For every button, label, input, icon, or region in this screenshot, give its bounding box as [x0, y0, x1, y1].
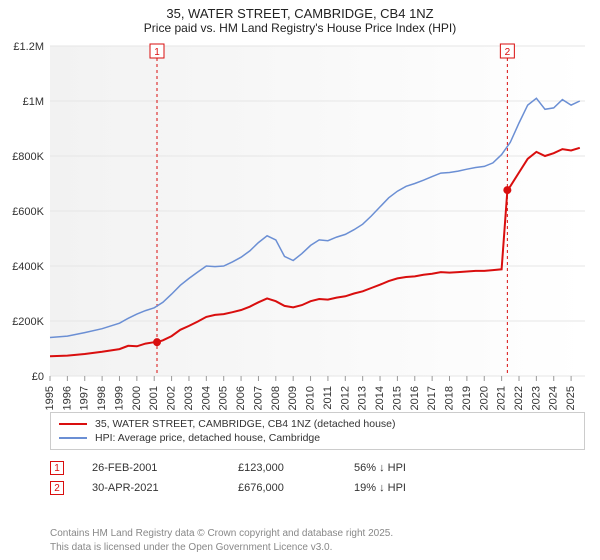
svg-text:£400K: £400K: [12, 261, 44, 273]
event-date: 26-FEB-2001: [92, 462, 232, 474]
svg-text:2002: 2002: [166, 386, 178, 410]
svg-text:2009: 2009: [287, 386, 299, 410]
event-row: 1 26-FEB-2001 £123,000 56% ↓ HPI: [50, 458, 585, 478]
event-price: £123,000: [238, 462, 348, 474]
legend-row: HPI: Average price, detached house, Camb…: [59, 431, 576, 445]
svg-text:2000: 2000: [131, 386, 143, 410]
svg-text:2024: 2024: [548, 386, 560, 410]
svg-text:1999: 1999: [113, 386, 125, 410]
event-list: 1 26-FEB-2001 £123,000 56% ↓ HPI 2 30-AP…: [50, 458, 585, 498]
chart-svg: £0£200K£400K£600K£800K£1M£1.2M1995199619…: [50, 46, 585, 376]
svg-text:2011: 2011: [322, 386, 334, 410]
svg-text:1996: 1996: [61, 386, 73, 410]
legend: 35, WATER STREET, CAMBRIDGE, CB4 1NZ (de…: [50, 412, 585, 450]
svg-text:£800K: £800K: [12, 151, 44, 163]
svg-text:2019: 2019: [461, 386, 473, 410]
event-row: 2 30-APR-2021 £676,000 19% ↓ HPI: [50, 478, 585, 498]
event-marker-box: 2: [50, 481, 64, 495]
svg-text:2023: 2023: [530, 386, 542, 410]
svg-text:£1M: £1M: [23, 96, 44, 108]
svg-text:2020: 2020: [478, 386, 490, 410]
svg-text:2015: 2015: [391, 386, 403, 410]
svg-text:1995: 1995: [44, 386, 56, 410]
legend-swatch-red: [59, 423, 87, 425]
svg-text:£600K: £600K: [12, 206, 44, 218]
event-delta: 56% ↓ HPI: [354, 462, 464, 474]
svg-text:2010: 2010: [305, 386, 317, 410]
footer-line: This data is licensed under the Open Gov…: [50, 541, 393, 555]
svg-text:2004: 2004: [200, 386, 212, 410]
chart-area: £0£200K£400K£600K£800K£1M£1.2M1995199619…: [50, 46, 585, 376]
svg-text:1: 1: [154, 47, 160, 58]
svg-text:2014: 2014: [374, 386, 386, 410]
title-address: 35, WATER STREET, CAMBRIDGE, CB4 1NZ: [0, 6, 600, 21]
event-price: £676,000: [238, 482, 348, 494]
svg-text:1997: 1997: [79, 386, 91, 410]
title-subtitle: Price paid vs. HM Land Registry's House …: [0, 21, 600, 35]
footer-line: Contains HM Land Registry data © Crown c…: [50, 527, 393, 541]
svg-text:2017: 2017: [426, 386, 438, 410]
legend-swatch-blue: [59, 437, 87, 439]
svg-text:2: 2: [505, 47, 511, 58]
svg-text:2012: 2012: [339, 386, 351, 410]
svg-text:2013: 2013: [357, 386, 369, 410]
svg-text:£200K: £200K: [12, 316, 44, 328]
event-date: 30-APR-2021: [92, 482, 232, 494]
svg-text:2008: 2008: [270, 386, 282, 410]
legend-label: 35, WATER STREET, CAMBRIDGE, CB4 1NZ (de…: [95, 418, 396, 430]
svg-text:2025: 2025: [565, 386, 577, 410]
svg-text:2007: 2007: [252, 386, 264, 410]
svg-text:2021: 2021: [496, 386, 508, 410]
svg-text:2018: 2018: [444, 386, 456, 410]
svg-text:1998: 1998: [96, 386, 108, 410]
legend-label: HPI: Average price, detached house, Camb…: [95, 432, 320, 444]
svg-text:2005: 2005: [218, 386, 230, 410]
svg-text:2001: 2001: [148, 386, 160, 410]
svg-text:2016: 2016: [409, 386, 421, 410]
svg-text:2022: 2022: [513, 386, 525, 410]
svg-text:2006: 2006: [235, 386, 247, 410]
svg-text:2003: 2003: [183, 386, 195, 410]
footer-attribution: Contains HM Land Registry data © Crown c…: [50, 527, 393, 554]
event-delta: 19% ↓ HPI: [354, 482, 464, 494]
chart-title-block: 35, WATER STREET, CAMBRIDGE, CB4 1NZ Pri…: [0, 0, 600, 37]
svg-text:£0: £0: [32, 371, 44, 383]
svg-text:£1.2M: £1.2M: [13, 41, 44, 53]
legend-row: 35, WATER STREET, CAMBRIDGE, CB4 1NZ (de…: [59, 417, 576, 431]
event-marker-box: 1: [50, 461, 64, 475]
